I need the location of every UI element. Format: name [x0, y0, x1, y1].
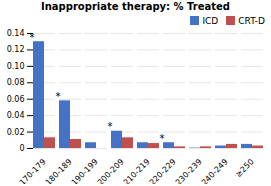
- svg-text:0.02: 0.02: [7, 128, 25, 137]
- svg-text:0.04: 0.04: [7, 111, 25, 120]
- svg-text:0.08: 0.08: [7, 78, 25, 87]
- svg-text:*: *: [30, 32, 35, 43]
- svg-text:0.06: 0.06: [7, 95, 25, 104]
- html-text:ICD: ICD: [202, 15, 219, 26]
- svg-text:0.12: 0.12: [7, 45, 25, 54]
- html-text:Inappropriate therapy: % Treat: Inappropriate therapy: % Treated: [41, 1, 230, 12]
- svg-text:*: *: [108, 121, 113, 132]
- svg-text:0.10: 0.10: [7, 62, 25, 71]
- svg-text:≥250: ≥250: [234, 157, 256, 179]
- svg-text:240-249: 240-249: [200, 157, 230, 184]
- svg-text:*: *: [160, 133, 165, 144]
- svg-text:*: *: [56, 91, 61, 102]
- html-text:CRT-D: CRT-D: [238, 15, 265, 26]
- svg-text:0: 0: [19, 144, 24, 153]
- svg-text:0.14: 0.14: [7, 29, 25, 38]
